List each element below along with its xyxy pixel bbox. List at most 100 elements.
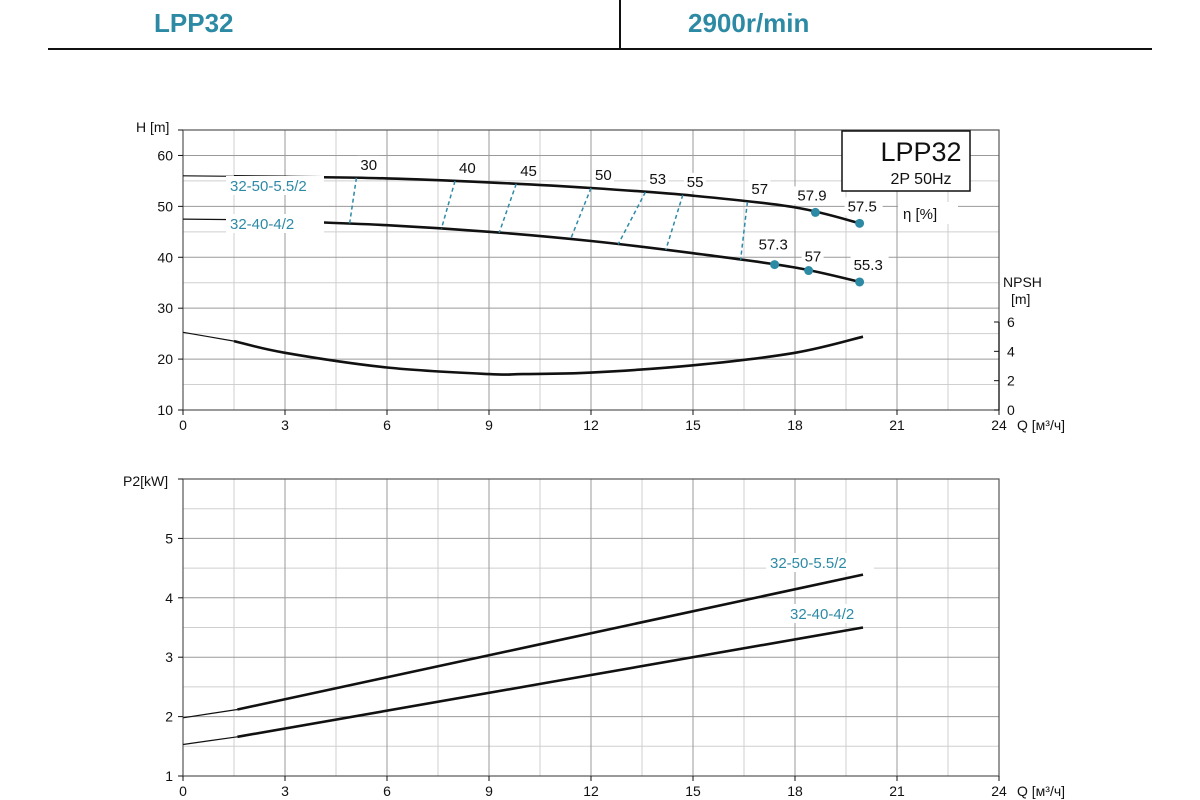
series-label: 32-40-4/2 [230, 216, 294, 233]
head-y-tick-label: 50 [157, 198, 173, 214]
efficiency-point-label: 57.5 [848, 198, 877, 215]
npsh-axis-label: NPSH [1003, 274, 1042, 290]
efficiency-point-label-bg [755, 235, 794, 254]
efficiency-value: 53 [649, 171, 666, 188]
efficiency-value-bg [646, 170, 669, 189]
power-x-axis-label: Q [м³/ч] [1017, 783, 1065, 799]
head-x-tick-label: 9 [485, 417, 493, 433]
power-x-tick-label: 9 [485, 783, 493, 799]
efficiency-value: 55 [687, 174, 704, 191]
npsh-axis-unit: [m] [1011, 291, 1030, 307]
power-y-tick-label: 1 [165, 768, 173, 784]
npsh-curve-lead-in [182, 331, 235, 342]
power-curve-lead-in [182, 708, 238, 719]
efficiency-line [665, 194, 684, 251]
head-y-tick-label: 20 [157, 351, 173, 367]
legend-box [841, 130, 971, 192]
series-label-bg [226, 176, 324, 195]
power-x-tick-label: 18 [787, 783, 803, 799]
head-x-tick-label: 12 [583, 417, 599, 433]
efficiency-line [617, 191, 647, 245]
efficiency-label: η [%] [903, 206, 937, 223]
head-x-tick-label: 24 [991, 417, 1007, 433]
efficiency-value-bg [592, 166, 614, 185]
power-x-tick-label: 12 [583, 783, 599, 799]
efficiency-point [810, 207, 820, 217]
npsh-tick-label: 0 [1007, 402, 1015, 418]
efficiency-point [855, 218, 865, 228]
head-y-tick-label: 30 [157, 300, 173, 316]
power-y-axis-label: P2[kW] [123, 473, 168, 489]
efficiency-line [569, 187, 592, 240]
efficiency-point-label: 55.3 [854, 257, 883, 274]
head-y-axis-label: H [m] [136, 119, 169, 135]
npsh-tick-label: 2 [1007, 373, 1015, 389]
efficiency-value: 57 [751, 181, 768, 198]
efficiency-value-bg [456, 159, 478, 178]
efficiency-point-label-bg [794, 186, 833, 205]
efficiency-label-bg [898, 202, 958, 224]
power-y-tick-label: 3 [165, 649, 173, 665]
efficiency-point-label-bg [844, 197, 883, 216]
power-x-tick-label: 6 [383, 783, 391, 799]
efficiency-line [498, 183, 517, 233]
power-curve-lead-in [182, 736, 238, 746]
efficiency-point [855, 277, 865, 287]
legend-subtitle: 2P 50Hz [890, 171, 951, 188]
power-y-tick-label: 5 [165, 530, 173, 546]
power-curve [237, 626, 864, 739]
power-series-label: 32-40-4/2 [790, 606, 854, 623]
model-title: LPP32 [154, 8, 234, 38]
efficiency-point [770, 260, 780, 270]
efficiency-line [739, 201, 749, 260]
power-x-tick-label: 0 [179, 783, 187, 799]
efficiency-value-bg [357, 155, 380, 174]
power-y-tick-label: 4 [165, 590, 173, 606]
speed-title: 2900r/min [688, 8, 810, 38]
power-x-tick-label: 24 [991, 783, 1007, 799]
head-y-tick-label: 10 [157, 402, 173, 418]
header-bar: LPP32 2900r/min [48, 0, 1152, 50]
efficiency-value: 40 [459, 160, 476, 177]
head-x-tick-label: 3 [281, 417, 289, 433]
efficiency-value-bg [748, 179, 771, 198]
head-x-tick-label: 18 [787, 417, 803, 433]
power-curve [237, 573, 864, 711]
efficiency-point-label-bg [801, 247, 824, 266]
head-y-tick-label: 40 [157, 249, 173, 265]
power-y-tick-label: 2 [165, 709, 173, 725]
efficiency-line [348, 177, 358, 224]
npsh-curve [233, 335, 864, 376]
power-x-tick-label: 3 [281, 783, 289, 799]
head-x-tick-label: 15 [685, 417, 701, 433]
efficiency-value: 30 [360, 157, 377, 174]
head-x-tick-label: 0 [179, 417, 187, 433]
series-label-bg [226, 214, 324, 233]
power-series-label-bg [766, 553, 874, 572]
efficiency-point-label: 57 [805, 249, 822, 266]
npsh-tick-label: 6 [1007, 314, 1015, 330]
head-x-axis-label: Q [м³/ч] [1017, 417, 1065, 433]
efficiency-point-label: 57.3 [759, 237, 788, 254]
head-x-tick-label: 21 [889, 417, 905, 433]
efficiency-point-label: 57.9 [797, 187, 826, 204]
efficiency-value-bg [683, 172, 706, 191]
efficiency-point-label-bg [850, 255, 889, 274]
series-label: 32-50-5.5/2 [230, 178, 307, 195]
efficiency-line [440, 180, 456, 229]
efficiency-value: 45 [520, 163, 537, 180]
power-series-label-bg [786, 604, 894, 623]
head-y-tick-label: 60 [157, 147, 173, 163]
power-x-tick-label: 15 [685, 783, 701, 799]
legend-title: LPP32 [880, 137, 961, 167]
efficiency-value-bg [517, 161, 540, 180]
efficiency-value: 50 [595, 167, 612, 184]
efficiency-point [804, 266, 814, 276]
header-divider [619, 0, 621, 48]
power-series-label: 32-50-5.5/2 [770, 555, 847, 572]
head-x-tick-label: 6 [383, 417, 391, 433]
npsh-tick-label: 4 [1007, 343, 1015, 359]
